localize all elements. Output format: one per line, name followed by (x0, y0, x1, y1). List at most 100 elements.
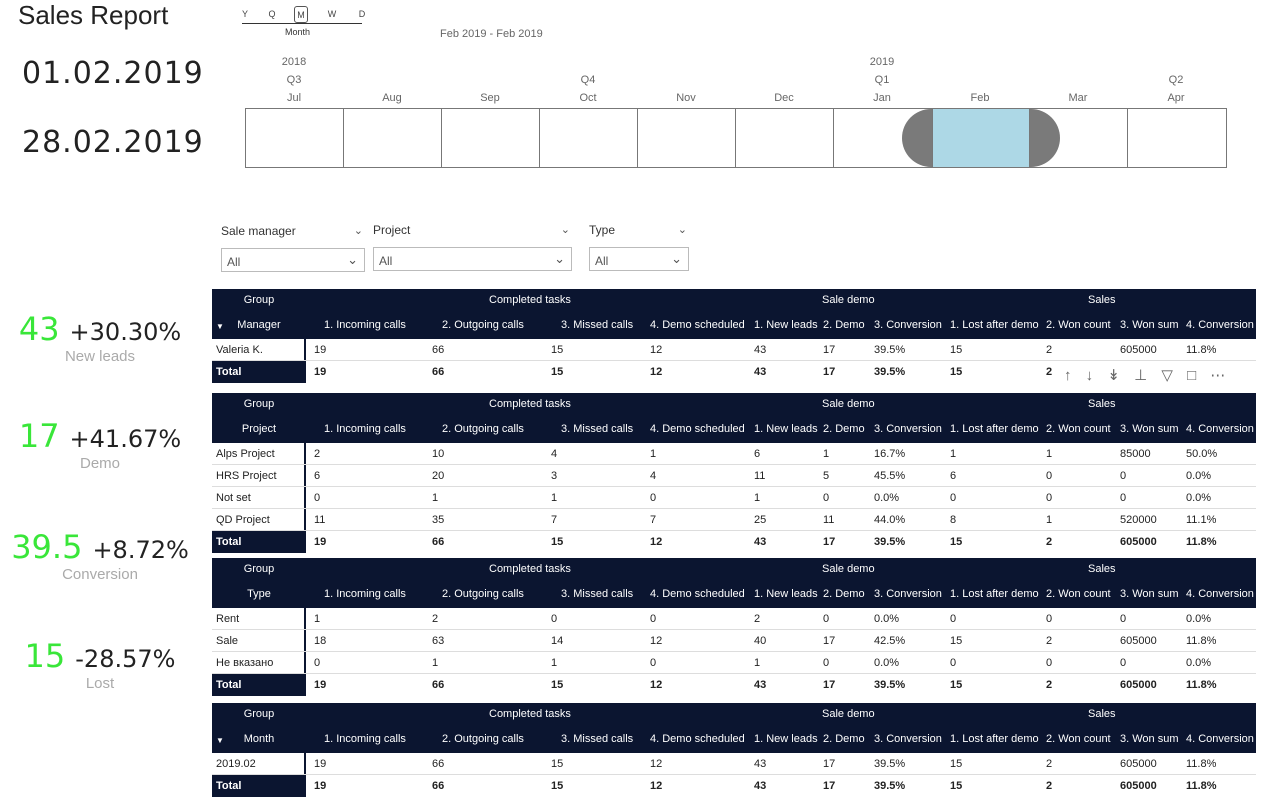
row-header-label[interactable]: Project (212, 415, 306, 443)
column-header[interactable]: 1. Incoming calls (324, 423, 406, 435)
matrix-by-month[interactable]: Group Completed tasks Sale demo Sales Month ▼… (212, 703, 1256, 797)
matrix-by-manager[interactable]: Group Completed tasks Sale demo Sales Manage… (212, 289, 1256, 383)
column-header[interactable]: 3. Conversion (874, 588, 942, 600)
column-header[interactable]: 4. Demo scheduled (650, 588, 745, 600)
column-header[interactable]: 3. Won sum (1120, 588, 1179, 600)
slicer-sale-manager[interactable]: Sale manager ⌄ All ⌄ (221, 224, 365, 272)
row-label[interactable]: Не вказано (212, 652, 306, 673)
granularity-month[interactable]: M (294, 6, 308, 23)
granularity-year[interactable]: Y (241, 9, 248, 19)
row-label[interactable]: Not set (212, 487, 306, 508)
column-header[interactable]: 1. Incoming calls (324, 588, 406, 600)
column-header[interactable]: 3. Won sum (1120, 423, 1179, 435)
column-header[interactable]: 3. Missed calls (561, 423, 634, 435)
column-header[interactable]: 3. Conversion (874, 733, 942, 745)
slicer-dropdown[interactable]: All ⌄ (589, 247, 689, 271)
column-header[interactable]: 1. Incoming calls (324, 733, 406, 745)
timeline-bar[interactable] (245, 108, 1227, 168)
granularity-week[interactable]: W (327, 9, 337, 19)
chevron-down-icon[interactable]: ⌄ (671, 251, 682, 266)
timeline-cell[interactable] (638, 109, 736, 167)
column-header[interactable]: 3. Won sum (1120, 733, 1179, 745)
slicer-project[interactable]: Project ⌄ All ⌄ (373, 223, 572, 271)
column-header[interactable]: 3. Conversion (874, 319, 942, 331)
table-row[interactable]: Sale 18 63 14 12 40 17 42.5% 15 2 605000 11.8% (212, 630, 1256, 652)
column-header[interactable]: 1. Incoming calls (324, 319, 406, 331)
more-options-icon[interactable]: ⋯ (1210, 367, 1226, 384)
chevron-down-icon[interactable]: ⌄ (554, 251, 565, 266)
column-header[interactable]: 4. Demo scheduled (650, 319, 745, 331)
column-header[interactable]: 3. Conversion (874, 423, 942, 435)
row-label[interactable]: Sale (212, 630, 306, 651)
hierarchy-icon[interactable]: ⊥ (1134, 367, 1148, 384)
timeline-cell[interactable] (1030, 109, 1128, 167)
column-header[interactable]: 2. Outgoing calls (442, 319, 524, 331)
row-label[interactable]: Valeria K. (212, 339, 306, 360)
slicer-dropdown[interactable]: All ⌄ (373, 247, 572, 271)
row-label[interactable]: Rent (212, 608, 306, 629)
column-header[interactable]: 4. Conversion (1186, 423, 1254, 435)
chevron-down-icon[interactable]: ⌄ (677, 224, 687, 236)
column-header[interactable]: 1. Lost after demo (950, 733, 1039, 745)
timeline-granularity-selector[interactable]: Y Q M W D Month (238, 4, 366, 40)
arrow-up-icon[interactable]: ↑ (1064, 367, 1072, 384)
row-header-label[interactable]: Type (212, 580, 306, 608)
table-row[interactable]: Rent 1 2 0 0 2 0 0.0% 0 0 0 0.0% (212, 608, 1256, 630)
timeline-cell[interactable] (442, 109, 540, 167)
column-header[interactable]: 1. Lost after demo (950, 588, 1039, 600)
table-row[interactable]: 2019.02 19 66 15 12 43 17 39.5% 15 2 605000 11.8% (212, 753, 1256, 775)
column-header[interactable]: 1. Lost after demo (950, 423, 1039, 435)
column-header[interactable]: 2. Demo (823, 733, 865, 745)
table-row[interactable]: Not set 0 1 1 0 1 0 0.0% 0 0 0 0.0% (212, 487, 1256, 509)
timeline-cell[interactable] (540, 109, 638, 167)
column-header[interactable]: 2. Won count (1046, 588, 1111, 600)
column-header[interactable]: 2. Won count (1046, 423, 1111, 435)
column-header[interactable]: 4. Demo scheduled (650, 423, 745, 435)
chevron-down-icon[interactable]: ⌄ (560, 224, 570, 236)
table-row[interactable]: Valeria K. 19 66 15 12 43 17 39.5% 15 2 605000 11.8… (212, 339, 1256, 361)
row-label[interactable]: 2019.02 (212, 753, 306, 774)
expand-arrow-icon[interactable]: ▼ (216, 322, 224, 331)
matrix-by-project[interactable]: Group Completed tasks Sale demo Sales Projec… (212, 393, 1256, 553)
table-row[interactable]: QD Project 11 35 7 7 25 11 44.0% 8 1 520000 11.1% (212, 509, 1256, 531)
column-header[interactable]: 4. Demo scheduled (650, 733, 745, 745)
chevron-down-icon[interactable]: ⌄ (347, 252, 358, 267)
table-row[interactable]: HRS Project 6 20 3 4 11 5 45.5% 6 0 0 0.0% (212, 465, 1256, 487)
column-header[interactable]: 3. Missed calls (561, 319, 634, 331)
expand-arrow-icon[interactable]: ▼ (216, 736, 224, 745)
column-header[interactable]: 2. Outgoing calls (442, 423, 524, 435)
column-header[interactable]: 1. New leads (754, 588, 818, 600)
column-header[interactable]: 2. Demo (823, 423, 865, 435)
column-header[interactable]: 4. Conversion (1186, 588, 1254, 600)
filter-icon[interactable]: ▽ (1161, 367, 1173, 384)
table-row[interactable]: Alps Project 2 10 4 1 6 1 16.7% 1 1 85000 50.0% (212, 443, 1256, 465)
arrow-down-icon[interactable]: ↓ (1085, 367, 1094, 384)
timeline-cell[interactable] (246, 109, 344, 167)
column-header[interactable]: 4. Conversion (1186, 733, 1254, 745)
focus-mode-icon[interactable]: □ (1187, 367, 1197, 384)
double-arrow-down-icon[interactable]: ↡ (1107, 367, 1120, 384)
slicer-type[interactable]: Type ⌄ All ⌄ (589, 223, 689, 271)
row-label[interactable]: Alps Project (212, 443, 306, 464)
column-header[interactable]: 2. Won count (1046, 319, 1111, 331)
slicer-dropdown[interactable]: All ⌄ (221, 248, 365, 272)
column-header[interactable]: 3. Missed calls (561, 588, 634, 600)
column-header[interactable]: 1. New leads (754, 733, 818, 745)
column-header[interactable]: 1. New leads (754, 423, 818, 435)
row-header-label[interactable]: Month (212, 725, 306, 753)
column-header[interactable]: 2. Outgoing calls (442, 588, 524, 600)
row-header-label[interactable]: Manager (212, 311, 306, 339)
matrix-by-type[interactable]: Group Completed tasks Sale demo Sales Type 1.… (212, 558, 1256, 696)
column-header[interactable]: 2. Demo (823, 319, 865, 331)
table-row[interactable]: Не вказано 0 1 1 0 1 0 0.0% 0 0 0 0.0% (212, 652, 1256, 674)
timeline-cell[interactable] (736, 109, 834, 167)
chevron-down-icon[interactable]: ⌄ (353, 225, 363, 237)
column-header[interactable]: 4. Conversion (1186, 319, 1254, 331)
column-header[interactable]: 3. Won sum (1120, 319, 1179, 331)
column-header[interactable]: 2. Outgoing calls (442, 733, 524, 745)
column-header[interactable]: 1. New leads (754, 319, 818, 331)
row-label[interactable]: QD Project (212, 509, 306, 530)
granularity-quarter[interactable]: Q (268, 9, 276, 19)
timeline-selected-period[interactable] (932, 109, 1030, 167)
column-header[interactable]: 2. Demo (823, 588, 865, 600)
